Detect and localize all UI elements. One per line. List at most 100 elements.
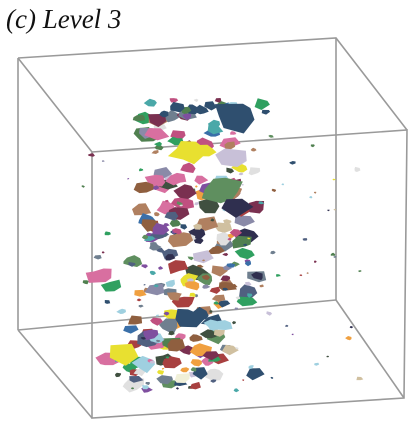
fragment [208,245,225,255]
fragment [123,325,139,334]
fragment [248,167,261,176]
fragment-small [327,209,330,212]
fragment-small [248,365,254,369]
fragment [210,379,217,383]
fragment-small [235,347,239,350]
box-edge-bottom-left [17,329,93,419]
fragment [201,274,210,281]
fragment [232,321,236,325]
fragment [193,238,204,244]
fragment-small [314,362,320,366]
fragment-small [149,360,156,364]
fragment-small [87,153,95,157]
fragment [190,359,202,367]
fragment [192,250,214,264]
fragment-small [258,201,265,205]
fragment-small [168,331,175,336]
fragment-small [332,178,336,181]
fragment [174,333,186,340]
fragment-small [242,379,245,381]
fragment [209,286,221,294]
fragment [254,98,270,110]
fragment [164,211,179,221]
fragment [201,355,214,366]
fragment [132,203,152,216]
fragment-small [354,166,361,172]
fragment-large [207,124,224,135]
fragment [167,292,182,301]
fragment-large [109,343,139,366]
fragment-large [215,148,247,167]
fragment-small [281,183,285,186]
fragment-large [85,268,112,283]
fragment [184,281,200,291]
fragment [165,279,175,287]
fragment [141,264,148,269]
fragment [202,284,211,289]
fragment-small [210,218,215,222]
fragment [176,201,184,206]
fragment [214,222,233,233]
fragment [150,242,157,246]
fragment [143,329,159,341]
fragment [193,104,209,115]
fragment-small [176,387,179,390]
fragment-small [302,238,308,241]
fragment-small [247,237,251,240]
fragment [123,255,143,267]
fragment-small [242,243,248,247]
fragment [143,98,157,107]
fragment [132,114,146,122]
fragment-small [151,150,159,154]
fragment [190,367,197,372]
fragment-small [194,185,198,188]
fragment [211,294,226,302]
fragment [199,329,217,339]
fragment-small [356,376,364,381]
fragment-small [285,324,289,327]
fragment-small [156,247,165,253]
fragment-small [82,280,89,285]
fragment-small [270,250,276,255]
fragment [222,253,229,257]
fragment-cluster [81,98,364,393]
figure-title: (c) Level 3 [6,4,122,34]
fragment-small [270,376,274,379]
fragment-small [153,284,159,288]
fragment [193,98,199,102]
fragment-small [81,185,85,188]
fragment [189,381,201,390]
fragment-small [291,333,294,336]
fragment [189,334,203,342]
fragment [170,197,195,209]
fragment [182,113,192,120]
fragment-small [93,255,102,260]
box-edge-top-left [17,57,93,153]
fragment-large [175,308,205,328]
fragment-small [326,355,329,358]
fragment [220,275,231,282]
fragment-large [221,198,254,218]
fragment [180,367,190,373]
fragment [144,128,170,141]
fragment-small [330,252,336,256]
fragment-small [161,367,165,370]
fragment-small [241,183,244,186]
fragment-small [259,284,264,288]
fragment [222,344,239,356]
fragment-small [306,272,309,274]
bounding-box [17,37,408,419]
box-edge-bottom-right [335,299,405,399]
fragment [170,102,185,113]
fragment-small [247,293,253,298]
fragment [144,283,165,296]
fragment-small [345,336,352,341]
fragment [145,382,150,386]
fragment-large [214,103,255,134]
fragment [167,232,194,248]
fragment [133,181,155,194]
fragment [154,141,162,147]
fragment-small [238,172,244,176]
fragment [202,351,220,361]
